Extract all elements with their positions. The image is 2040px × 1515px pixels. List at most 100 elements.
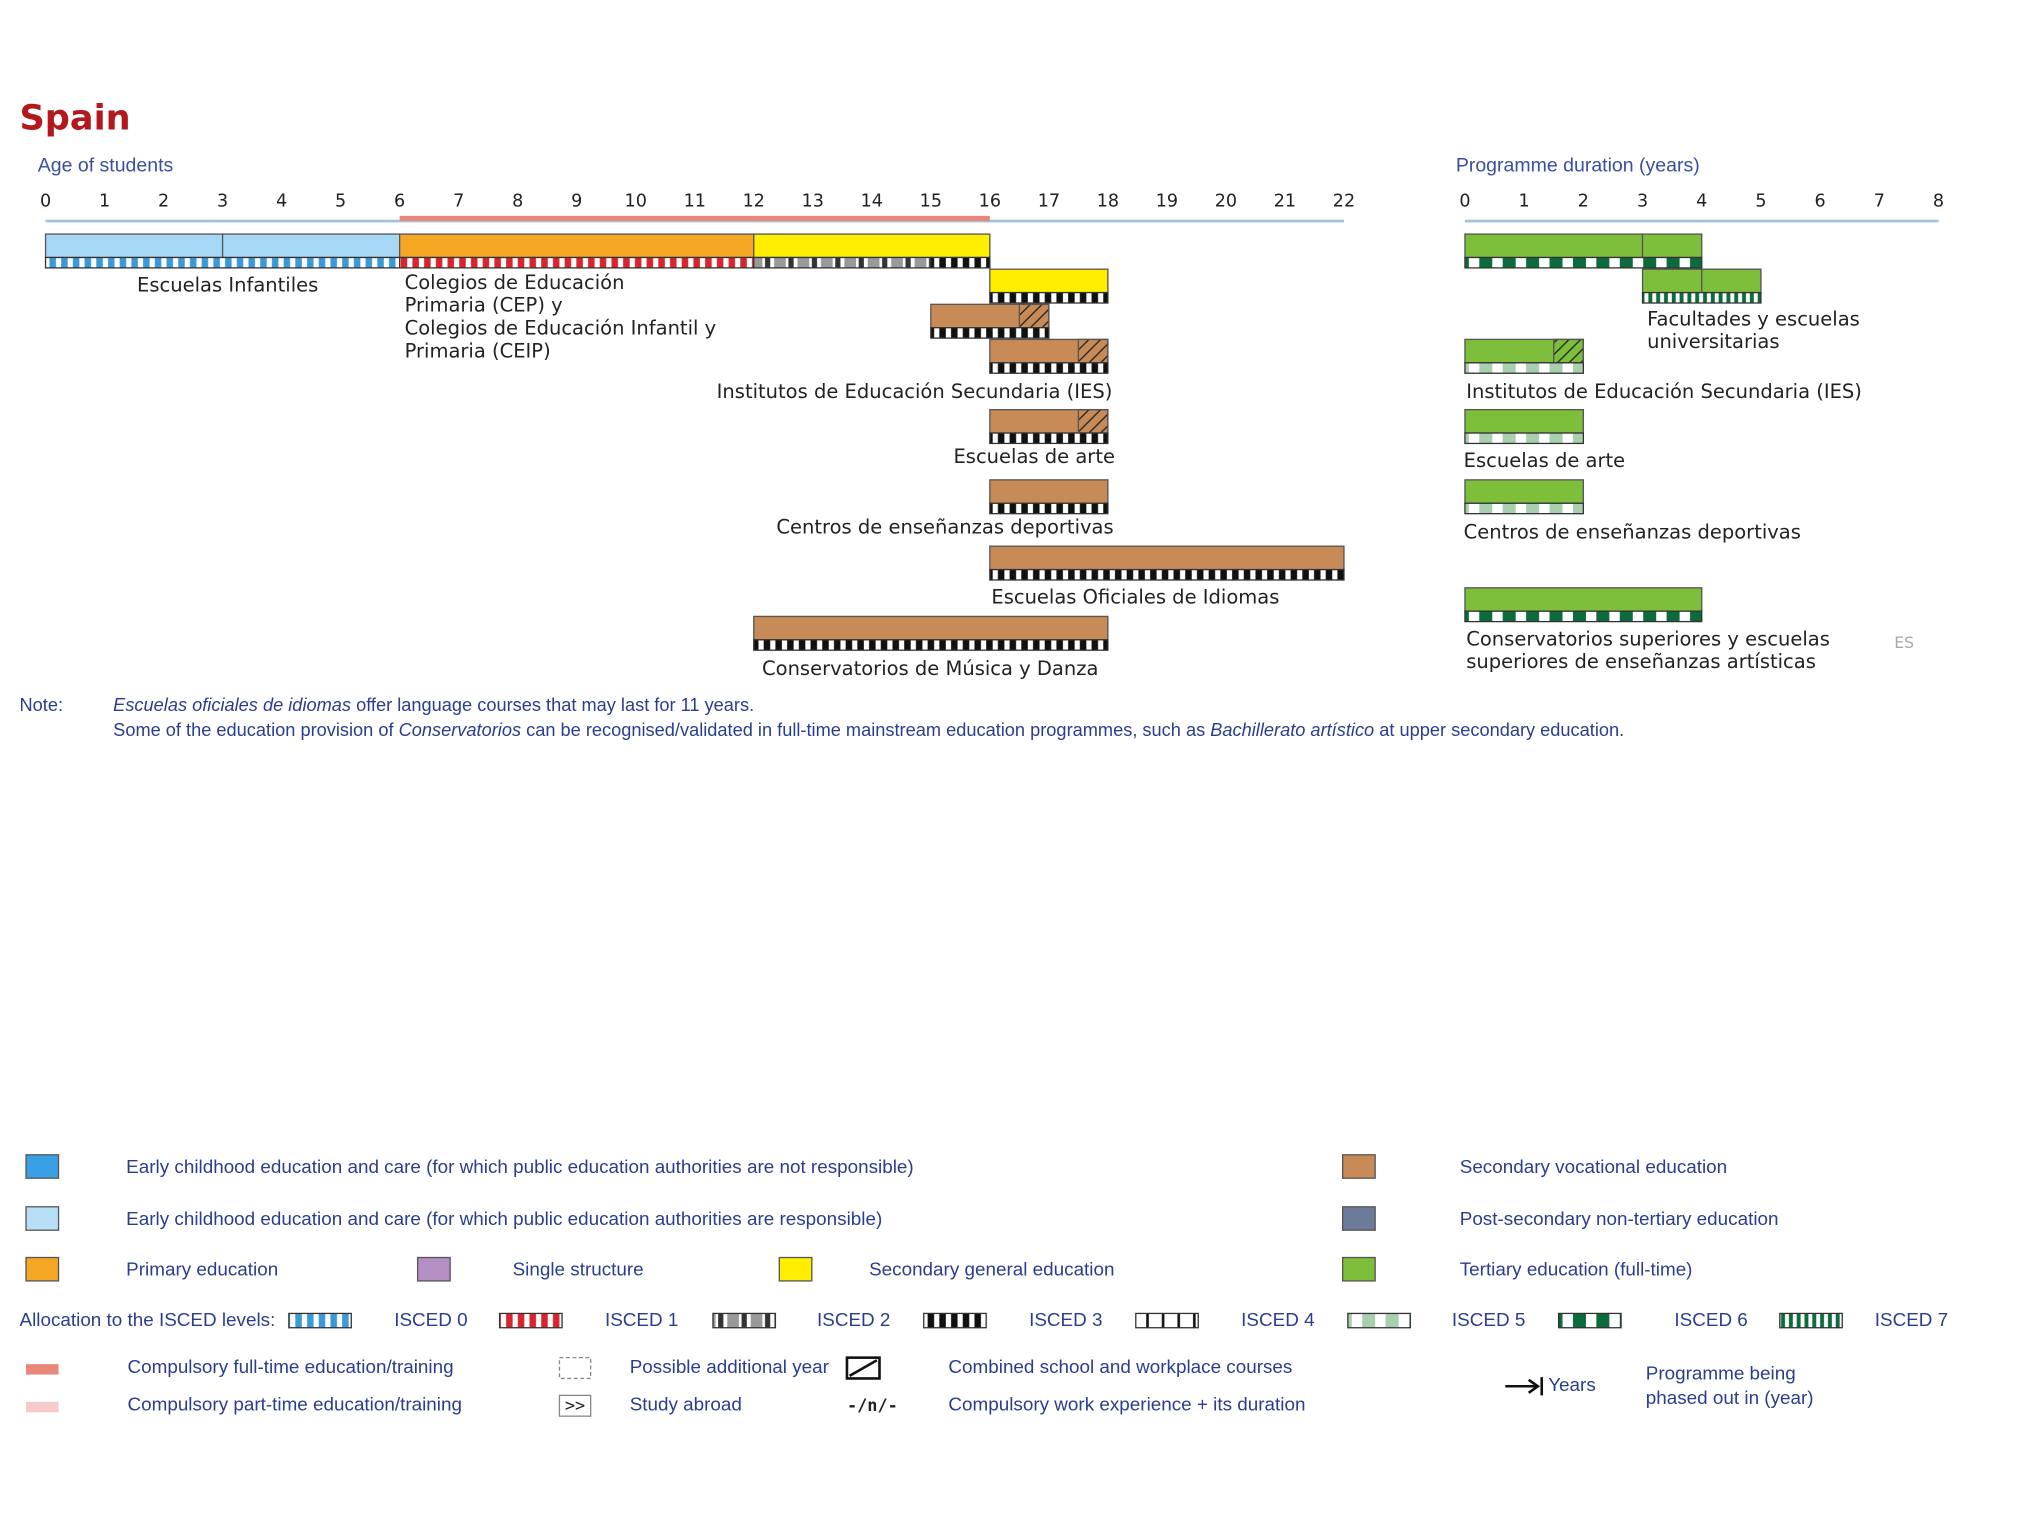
isced-label: ISCED 3 <box>1029 1309 1102 1330</box>
isced-label: ISCED 2 <box>817 1309 890 1330</box>
programme-label: Colegios de Educación <box>405 271 625 294</box>
legend-swatch <box>25 1256 60 1282</box>
legend-label: Primary education <box>126 1259 278 1280</box>
tick-label: 12 <box>743 192 765 212</box>
tick-label: 5 <box>335 192 346 212</box>
legend-swatch <box>1342 1206 1376 1231</box>
programme-bar <box>1464 479 1584 504</box>
tick-label: 22 <box>1333 192 1355 212</box>
programme-bar <box>989 479 1109 504</box>
isced-swatch <box>1347 1312 1411 1329</box>
isced-strip <box>930 256 991 269</box>
legend-label: Early childhood education and care (for … <box>126 1156 914 1177</box>
programme-label: Escuelas Infantiles <box>137 274 318 297</box>
additional-year-swatch <box>558 1356 592 1380</box>
compulsory-line <box>399 215 990 222</box>
programme-label: Institutos de Educación Secundaria (IES) <box>717 380 1113 403</box>
title: Spain <box>20 98 131 139</box>
tick-label: 2 <box>158 192 169 212</box>
programme-label: Escuelas de arte <box>953 445 1115 468</box>
country-code: ES <box>1894 634 1914 652</box>
programme-bar <box>1464 233 1644 259</box>
tick-label: 16 <box>979 192 1001 212</box>
programme-label: Colegios de Educación Infantil y <box>405 317 717 340</box>
programme-label: Institutos de Educación Secundaria (IES) <box>1466 380 1862 403</box>
isced-label: ISCED 7 <box>1875 1309 1948 1330</box>
tick-label: 7 <box>1874 192 1885 212</box>
tick-label: 11 <box>684 192 706 212</box>
tick-label: 3 <box>1637 192 1648 212</box>
isced-strip <box>1464 502 1584 515</box>
programme-label: Escuelas de arte <box>1464 449 1626 472</box>
legend-swatch <box>1342 1256 1376 1282</box>
tick-label: 1 <box>1519 192 1530 212</box>
note-segment: Escuelas oficiales de idiomas <box>113 695 351 715</box>
note-segment: offer language courses that may last for… <box>351 695 754 715</box>
isced-label: ISCED 4 <box>1241 1309 1314 1330</box>
legend-swatch <box>25 1206 60 1231</box>
hatch <box>1077 338 1109 364</box>
isced-strip <box>1641 291 1762 304</box>
isced-strip <box>1464 362 1584 374</box>
programme-bar <box>989 268 1109 294</box>
combined-swatch <box>845 1356 881 1380</box>
legend-swatch <box>25 1154 60 1179</box>
isced-strip <box>930 327 1050 339</box>
tick-label: 9 <box>571 192 582 212</box>
isced-strip <box>989 291 1109 304</box>
isced-strip <box>989 502 1109 515</box>
programme-label: Centros de enseñanzas deportivas <box>1464 521 1801 544</box>
legend-label: Possible additional year <box>630 1356 829 1377</box>
programme-label: Facultades y escuelas <box>1647 307 1860 330</box>
compulsory-part-swatch <box>26 1401 59 1413</box>
tick-label: 4 <box>276 192 287 212</box>
isced-swatch <box>1557 1312 1622 1329</box>
programme-bar <box>398 233 755 259</box>
legend-label: Secondary general education <box>869 1259 1114 1280</box>
tick-label: 6 <box>394 192 405 212</box>
hatch <box>1553 338 1584 364</box>
programme-label: Primaria (CEP) y <box>405 294 563 317</box>
compulsory-full-swatch <box>26 1364 59 1375</box>
isced-strip <box>1464 432 1584 445</box>
tick-label: 10 <box>625 192 647 212</box>
tick-label: 7 <box>453 192 464 212</box>
legend-label: Compulsory full-time education/training <box>128 1356 454 1377</box>
isced-label: ISCED 5 <box>1452 1309 1525 1330</box>
study-abroad-swatch <box>558 1394 592 1417</box>
note-text: Some of the education provision of Conse… <box>113 720 1624 740</box>
tick-label: 4 <box>1696 192 1707 212</box>
note-segment: at upper secondary education. <box>1374 720 1624 740</box>
programme-label: Conservatorios superiores y escuelas <box>1466 627 1830 650</box>
programme-bar <box>1701 268 1762 294</box>
isced-strip <box>753 639 1109 651</box>
legend-label: Early childhood education and care (for … <box>126 1208 882 1229</box>
hatch <box>1018 303 1050 329</box>
isced-label: ISCED 0 <box>394 1309 467 1330</box>
legend-swatch <box>1342 1154 1376 1179</box>
tick-label: 0 <box>40 192 51 212</box>
isced-title: Allocation to the ISCED levels: <box>20 1309 276 1330</box>
note-segment: Some of the education provision of <box>113 720 398 740</box>
tick-label: 8 <box>512 192 523 212</box>
isced-swatch <box>498 1312 563 1329</box>
isced-strip <box>989 362 1109 374</box>
legend-label: Single structure <box>513 1259 644 1280</box>
programme-bar <box>44 233 224 259</box>
note-segment: Conservatorios <box>399 720 521 740</box>
legend-label: Programme being <box>1646 1363 1796 1384</box>
note-text: Escuelas oficiales de idiomas offer lang… <box>113 695 754 715</box>
programme-bar <box>221 233 401 259</box>
tick-label: 17 <box>1038 192 1060 212</box>
isced-swatch <box>923 1312 987 1329</box>
isced-swatch <box>1779 1312 1843 1329</box>
work-experience-symbol: -/n/- <box>847 1395 898 1415</box>
legend-label: Secondary vocational education <box>1460 1156 1727 1177</box>
tick-label: 19 <box>1156 192 1178 212</box>
years-arrow <box>1505 1377 1544 1396</box>
legend-label: Compulsory part-time education/training <box>128 1394 462 1415</box>
